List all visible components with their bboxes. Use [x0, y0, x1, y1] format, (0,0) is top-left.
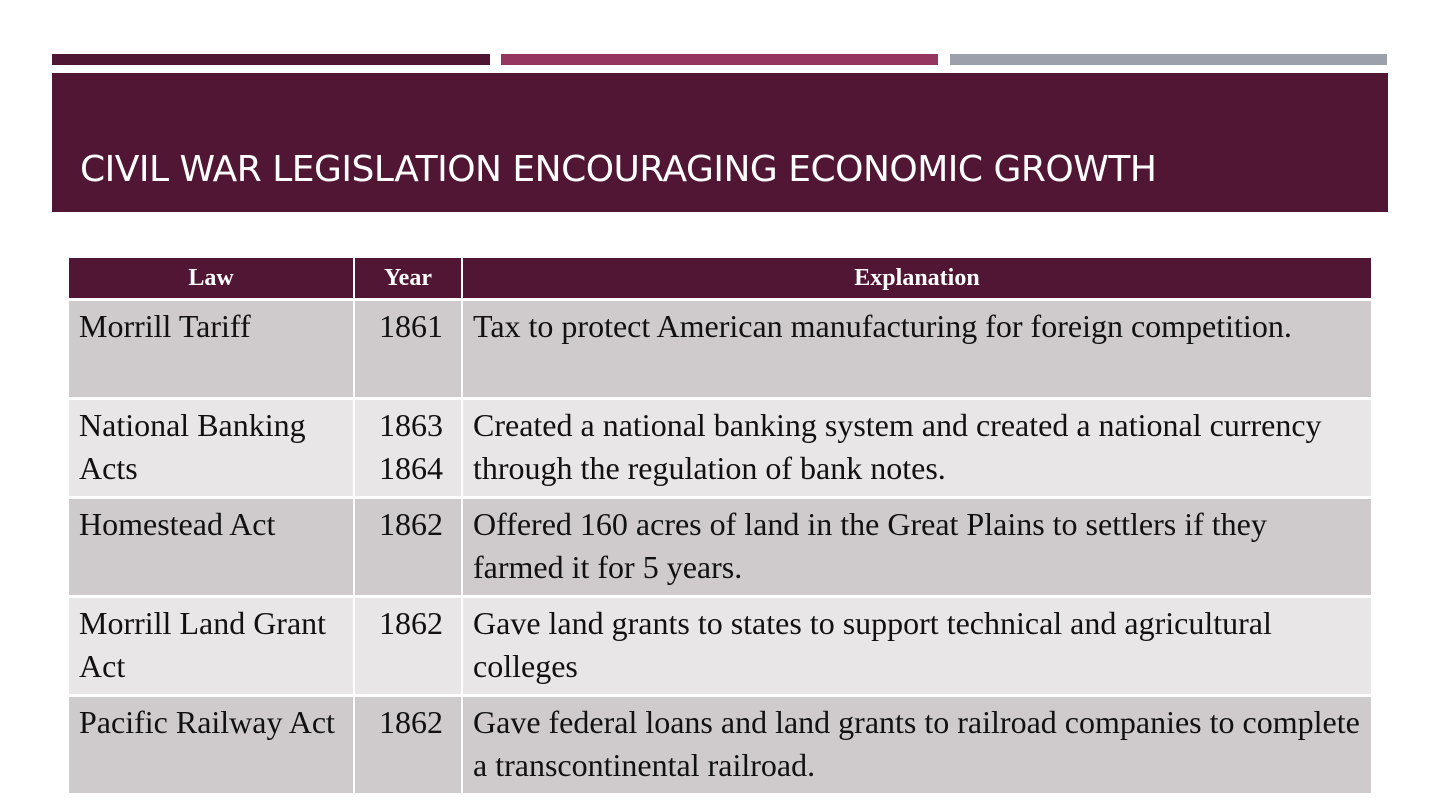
- table-row: Morrill Land Grant Act 1862 Gave land gran…: [69, 595, 1371, 696]
- year-text: 1864: [379, 450, 443, 486]
- year-cell: 1862: [353, 595, 463, 696]
- table-row: National Banking Acts 1863 1864 Created a n…: [69, 397, 1371, 498]
- table-body: Morrill Tariff 1861 Tax to protect America…: [69, 298, 1371, 793]
- year-cell: 1862: [353, 496, 463, 597]
- law-cell: Morrill Tariff: [69, 298, 355, 399]
- accent-bar: [501, 54, 938, 65]
- year-text: 1863: [379, 407, 443, 443]
- explanation-cell: Gave federal loans and land grants to ra…: [461, 694, 1371, 793]
- header-row: Law Year Explanation: [69, 258, 1371, 301]
- year-cell: 1861: [353, 298, 463, 399]
- explanation-cell: Tax to protect American manufacturing fo…: [461, 298, 1371, 399]
- column-header: Explanation: [461, 258, 1371, 301]
- column-header: Law: [69, 258, 355, 301]
- year-text: 1862: [379, 704, 443, 740]
- law-cell: National Banking Acts: [69, 397, 355, 498]
- title-band: CIVIL WAR LEGISLATION ENCOURAGING ECONOM…: [52, 73, 1388, 212]
- accent-bar: [52, 54, 490, 65]
- year-cell: 1862: [353, 694, 463, 793]
- explanation-cell: Created a national banking system and cr…: [461, 397, 1371, 498]
- law-cell: Homestead Act: [69, 496, 355, 597]
- year-text: 1862: [379, 605, 443, 641]
- year-text: 1861: [379, 308, 443, 344]
- table-row: Homestead Act 1862 Offered 160 acres of la…: [69, 496, 1371, 597]
- legislation-table: Law Year Explanation Morrill Tariff 1861 Tax…: [69, 258, 1371, 793]
- slide-title: CIVIL WAR LEGISLATION ENCOURAGING ECONOM…: [80, 149, 1157, 190]
- column-header: Year: [353, 258, 463, 301]
- explanation-cell: Offered 160 acres of land in the Great P…: [461, 496, 1371, 597]
- table-row: Pacific Railway Act 1862 Gave federal loan…: [69, 694, 1371, 793]
- law-cell: Morrill Land Grant Act: [69, 595, 355, 696]
- year-text: 1862: [379, 506, 443, 542]
- year-cell: 1863 1864: [353, 397, 463, 498]
- table-row: Morrill Tariff 1861 Tax to protect America…: [69, 298, 1371, 399]
- accent-bar: [950, 54, 1387, 65]
- law-cell: Pacific Railway Act: [69, 694, 355, 793]
- explanation-cell: Gave land grants to states to support te…: [461, 595, 1371, 696]
